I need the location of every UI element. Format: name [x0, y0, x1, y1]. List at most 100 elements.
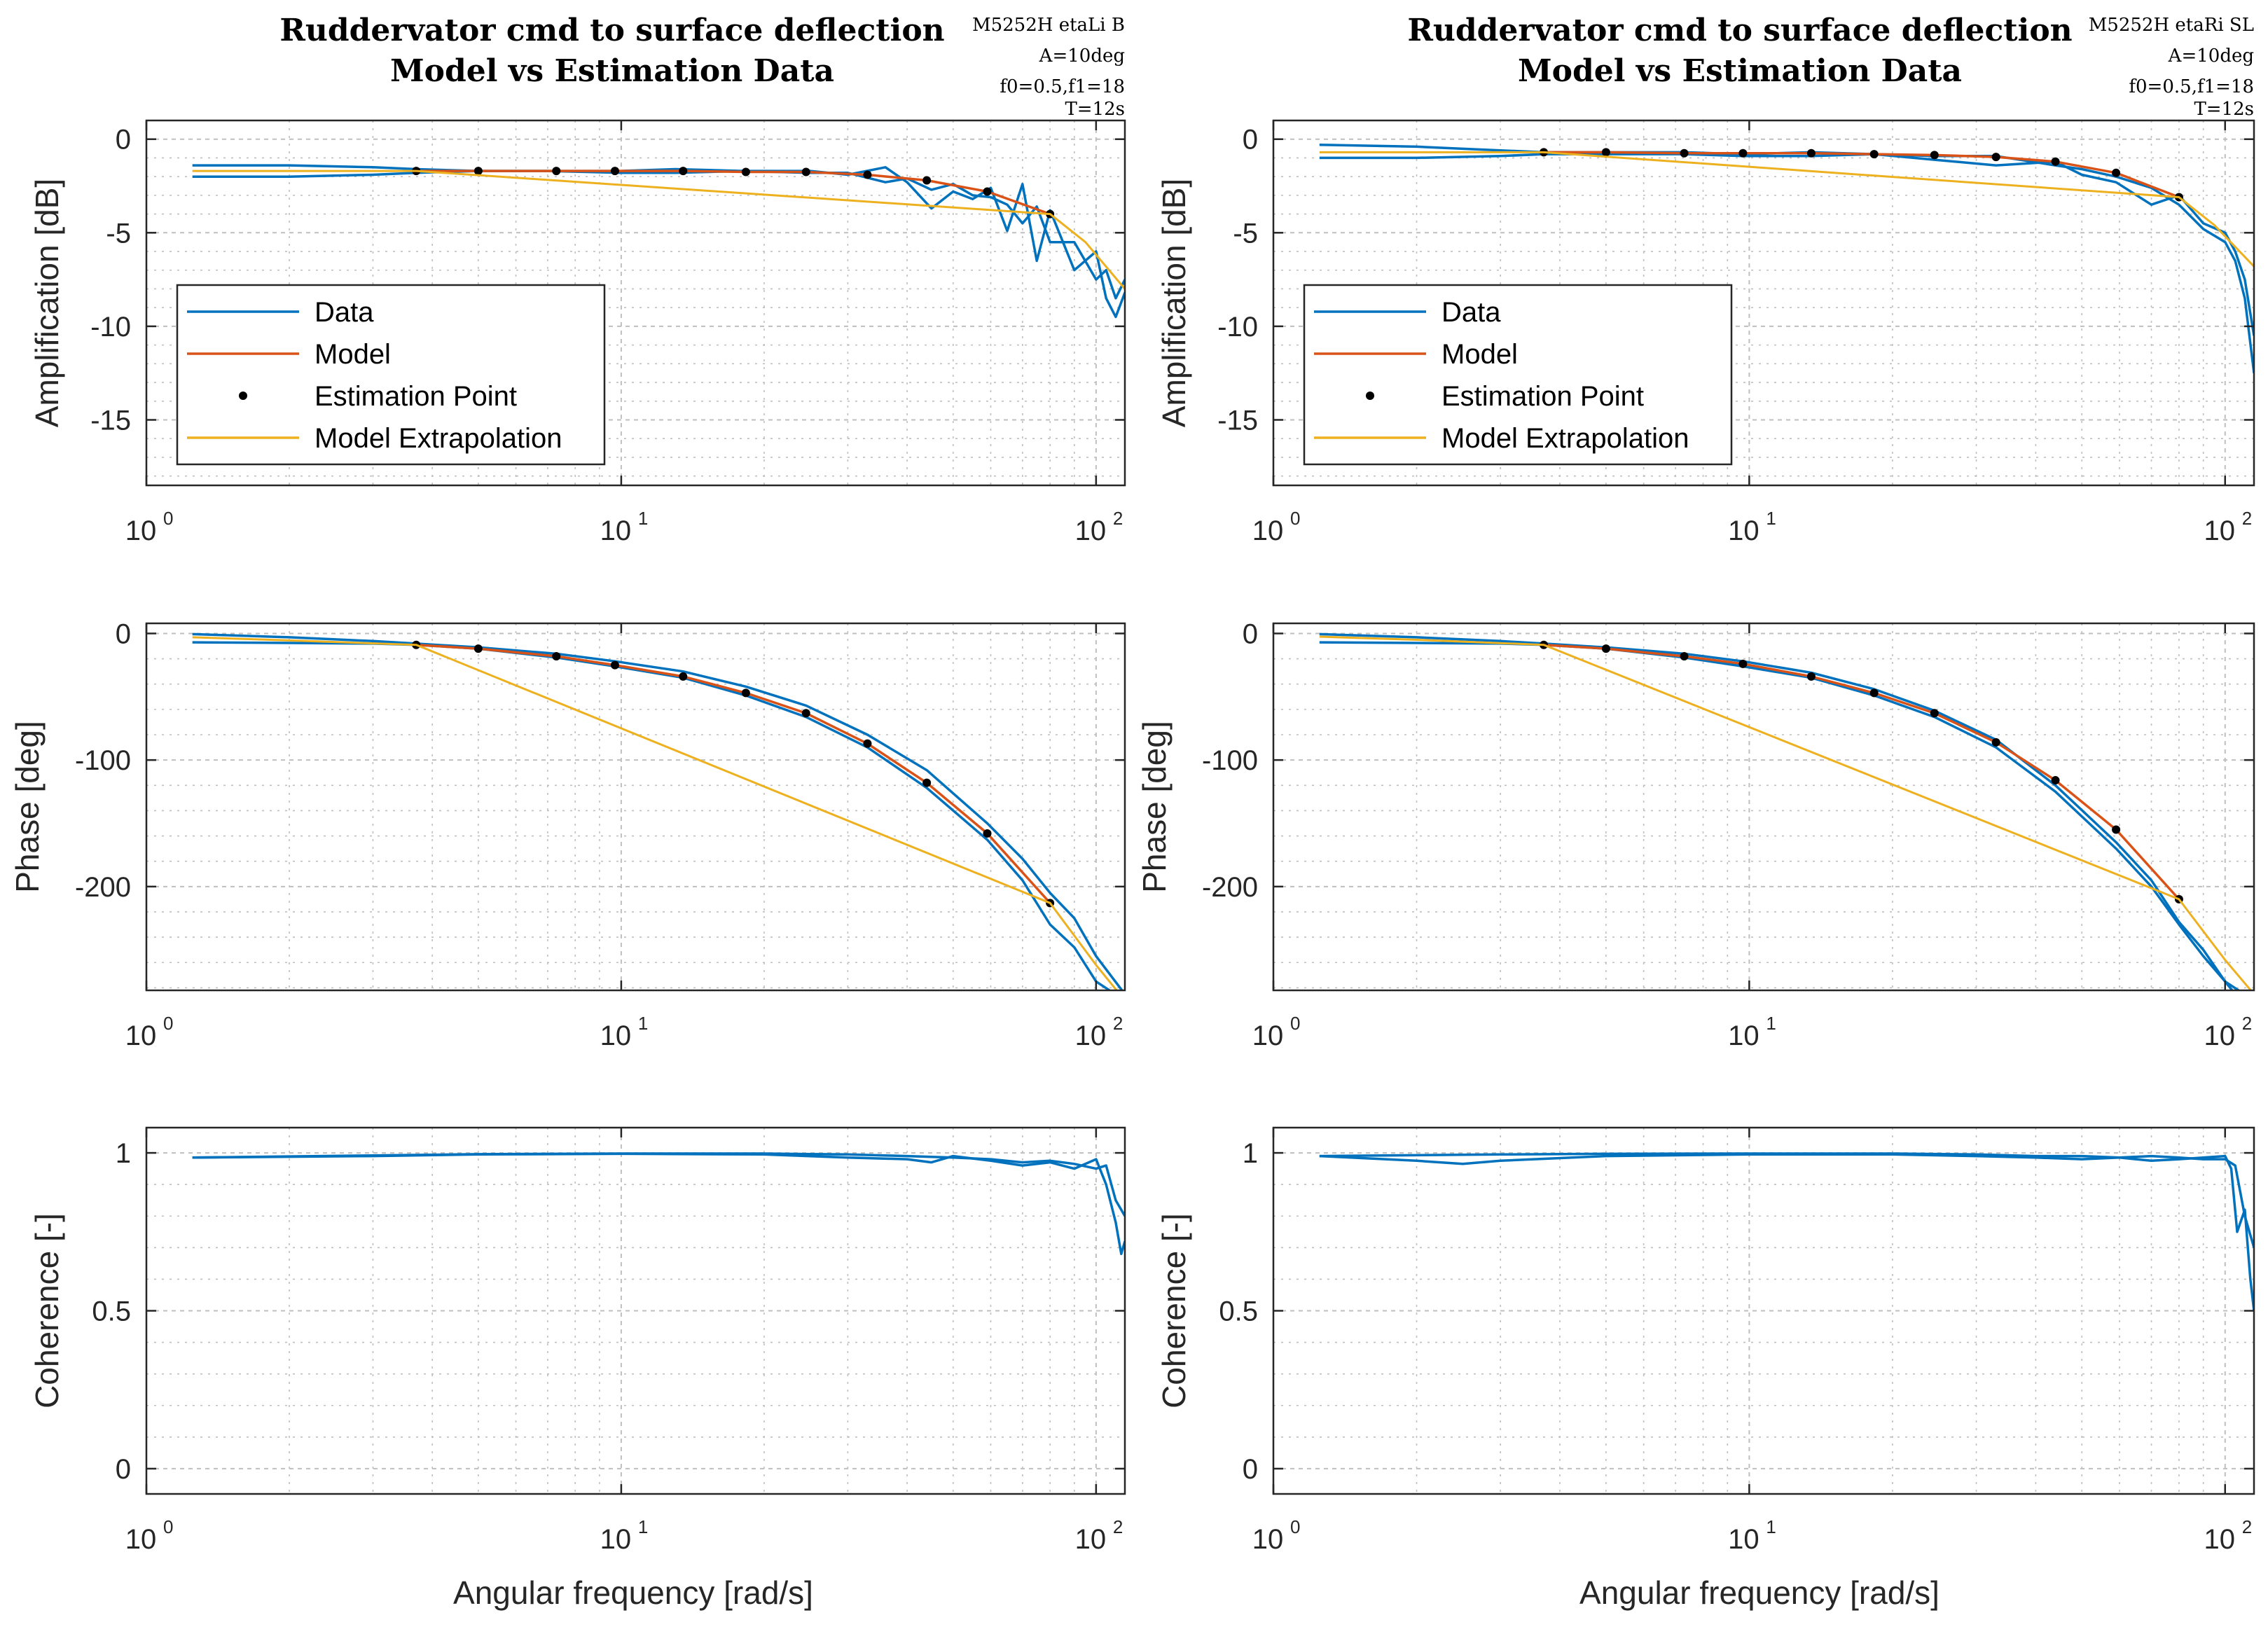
right-coherence-xtick-exponent: 0	[1290, 1516, 1300, 1537]
right-phase-panel: 10 0 10 1 10 2 0 -100 -200 Phase [deg]	[1136, 618, 2255, 1051]
left-amplitude-xtick-exponent: 1	[638, 508, 648, 529]
right-xaxis-label: Angular frequency [rad/s]	[1579, 1574, 1939, 1611]
right-phase-axes-box	[1272, 622, 2255, 992]
right-coherence-ylabel: Coherence [-]	[1156, 1213, 1192, 1408]
right-phase-estimation-point	[1601, 644, 1610, 653]
right-info-run: M5252H etaRi SL	[2089, 15, 2254, 36]
left-xaxis-label: Angular frequency [rad/s]	[453, 1574, 813, 1611]
right-phase-xtick-exponent: 1	[1766, 1013, 1776, 1034]
left-amplitude-xtick-exponent: 2	[1113, 508, 1123, 529]
left-phase-estimation-point	[863, 739, 872, 748]
left-phase-data-line	[192, 632, 1124, 990]
right-phase-ytick-label: 0	[1243, 618, 1258, 649]
left-phase-estimation-point	[610, 660, 619, 670]
right-coherence-xtick-label: 10	[1728, 1524, 1759, 1555]
right-amplitude-ytick-label: -5	[1233, 218, 1258, 249]
right-coherence-panel: 10 0 10 1 10 2 1 0.5 0 Coherence [-]	[1156, 1126, 2255, 1555]
right-amplitude-ytick-label: -10	[1217, 312, 1258, 342]
left-coherence-xtick-label: 10	[1075, 1524, 1107, 1555]
right-title-line1: Ruddervator cmd to surface deflection	[1407, 13, 2072, 48]
left-amplitude-series-group	[192, 164, 1125, 319]
right-amplitude-ytick-label: -15	[1217, 405, 1258, 436]
right-phase-estimation-point	[1930, 709, 1939, 718]
left-phase-ytick-label: 0	[116, 618, 131, 649]
left-title-line1: Ruddervator cmd to surface deflection	[279, 13, 944, 48]
left-amplitude-xtick-label: 10	[600, 515, 632, 546]
left-title-line2: Model vs Estimation Data	[390, 53, 834, 89]
right-amplitude-xtick-exponent: 0	[1290, 508, 1300, 529]
left-amplitude-estimation-point	[552, 167, 561, 176]
left-amplitude-estimation-point	[610, 167, 619, 176]
right-coherence-data-line	[1319, 1153, 2254, 1311]
left-amplitude-legend-label: Estimation Point	[314, 381, 517, 412]
left-info-duration: T=12s	[1065, 99, 1125, 120]
left-info-freq: f0=0.5,f1=18	[1000, 76, 1125, 97]
left-amplitude-axes-box	[145, 119, 1126, 487]
left-info-run: M5252H etaLi B	[972, 15, 1125, 36]
right-phase-estimation-point	[1738, 659, 1748, 668]
right-info-duration: T=12s	[2194, 99, 2254, 120]
left-coherence-xtick-exponent: 2	[1113, 1516, 1123, 1537]
left-amplitude-legend-label: Data	[314, 297, 374, 328]
right-info-amplitude: A=10deg	[2168, 46, 2254, 67]
left-phase-estimation-point	[922, 778, 932, 787]
right-phase-data-line	[1319, 632, 2234, 990]
right-coherence-xtick-exponent: 1	[1766, 1516, 1776, 1537]
right-phase-series-group	[1319, 632, 2253, 990]
right-amplitude-estimation-point	[1601, 148, 1610, 157]
right-coherence-xtick-label: 10	[2204, 1524, 2236, 1555]
left-amplitude-xtick-exponent: 0	[163, 508, 173, 529]
right-amplitude-xtick-label: 10	[1728, 515, 1759, 546]
left-phase-panel: 10 0 10 1 10 2 0 -100 -200 Phase [deg]	[9, 618, 1126, 1051]
right-amplitude-estimation-point	[1991, 153, 2000, 162]
left-phase-xtick-exponent: 1	[638, 1013, 648, 1034]
left-amplitude-ytick-label: -15	[90, 405, 131, 436]
left-coherence-xtick-label: 10	[600, 1524, 632, 1555]
right-amplitude-legend-box	[1303, 284, 1733, 466]
right-amplitude-estimation-point	[1806, 148, 1816, 158]
right-amplitude-xtick-exponent: 2	[2242, 508, 2252, 529]
left-amplitude-legend-swatch-estimation-point	[239, 392, 247, 400]
right-amplitude-estimation-point	[1680, 148, 1689, 158]
left-phase-series-group	[192, 632, 1124, 990]
left-amplitude-estimation-point	[741, 167, 750, 176]
right-amplitude-estimation-point	[2112, 168, 2121, 177]
left-coherence-ylabel: Coherence [-]	[29, 1213, 65, 1408]
right-amplitude-xtick-label: 10	[1252, 515, 1284, 546]
right-coherence-ytick-label: 0	[1243, 1454, 1258, 1485]
right-amplitude-axes-box	[1272, 119, 2255, 487]
left-amplitude-xtick-label: 10	[1075, 515, 1107, 546]
right-info-freq: f0=0.5,f1=18	[2129, 76, 2254, 97]
left-coherence-xtick-label: 10	[125, 1524, 157, 1555]
right-phase-model-extrapolation-line	[1319, 635, 2253, 990]
right-amplitude-estimation-point	[1930, 151, 1939, 160]
right-coherence-xtick-label: 10	[1252, 1524, 1284, 1555]
right-coherence-data-line	[1319, 1152, 2254, 1248]
right-phase-ytick-label: -200	[1202, 872, 1258, 903]
right-phase-estimation-point	[1869, 688, 1879, 698]
right-phase-ylabel: Phase [deg]	[1136, 721, 1173, 893]
left-amplitude-legend-label: Model	[314, 339, 391, 370]
left-coherence-xtick-exponent: 1	[638, 1516, 648, 1537]
left-amplitude-estimation-point	[473, 167, 483, 176]
right-amplitude-legend-label: Estimation Point	[1441, 381, 1644, 412]
left-phase-xtick-label: 10	[1075, 1020, 1107, 1051]
right-amplitude-ytick-label: 0	[1243, 125, 1258, 155]
right-phase-ytick-label: -100	[1202, 745, 1258, 776]
left-phase-xtick-exponent: 2	[1113, 1013, 1123, 1034]
left-phase-xtick-label: 10	[125, 1020, 157, 1051]
right-phase-xtick-exponent: 2	[2242, 1013, 2252, 1034]
left-amplitude-ytick-label: -5	[106, 218, 131, 249]
left-phase-estimation-point	[552, 651, 561, 660]
right-amplitude-ylabel: Amplification [dB]	[1156, 179, 1192, 427]
right-coherence-ytick-label: 1	[1243, 1138, 1258, 1169]
right-phase-estimation-point	[2112, 825, 2121, 834]
left-amplitude-estimation-point	[679, 167, 688, 176]
left-amplitude-panel: 10 0 10 1 10 2 0 -5 -10 -15 Amplification [dB] Data…	[29, 119, 1126, 546]
left-coherence-xtick-exponent: 0	[163, 1516, 173, 1537]
left-amplitude-xtick-label: 10	[125, 515, 157, 546]
right-coherence-ytick-label: 0.5	[1219, 1296, 1258, 1327]
right-amplitude-estimation-point	[1738, 148, 1748, 158]
right-amplitude-estimation-point	[2051, 157, 2060, 166]
